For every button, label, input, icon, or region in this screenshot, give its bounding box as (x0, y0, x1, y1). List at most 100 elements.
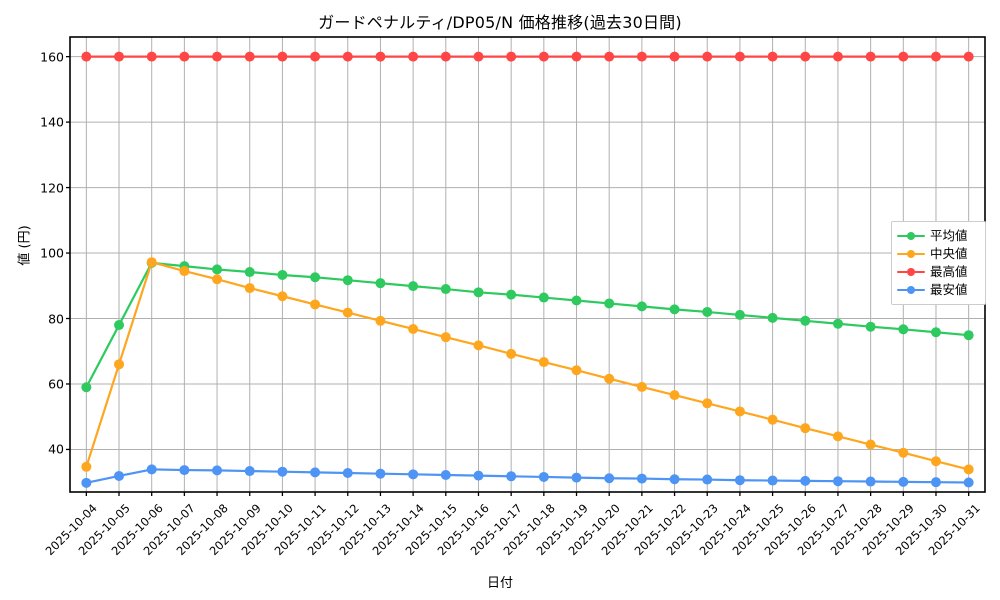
data-point (375, 468, 386, 479)
legend-swatch-icon (897, 247, 925, 261)
series-1 (81, 257, 974, 475)
data-point (244, 267, 255, 278)
x-axis-label: 日付 (486, 576, 513, 591)
legend-swatch-icon (897, 265, 925, 279)
data-point (636, 473, 647, 484)
legend-item-3[interactable]: 最安値 (897, 281, 979, 299)
y-tick-label: 80 (48, 311, 64, 326)
data-point (898, 447, 909, 458)
data-point (963, 330, 974, 341)
data-point (81, 51, 92, 62)
legend-swatch-icon (897, 229, 925, 243)
data-point (963, 464, 974, 475)
data-point (342, 468, 353, 479)
data-point (571, 472, 582, 483)
data-point (898, 476, 909, 487)
data-point (506, 348, 517, 359)
data-point (212, 465, 223, 476)
data-point (408, 323, 419, 334)
data-point (963, 477, 974, 488)
data-point (440, 332, 451, 343)
data-point (277, 51, 288, 62)
data-point (865, 51, 876, 62)
data-point (342, 51, 353, 62)
data-point (865, 439, 876, 450)
data-point (930, 327, 941, 338)
data-point (930, 477, 941, 488)
data-point (277, 291, 288, 302)
data-point (865, 476, 876, 487)
data-point (636, 301, 647, 312)
data-point (571, 51, 582, 62)
data-point (800, 423, 811, 434)
data-point (832, 51, 843, 62)
series-lines (81, 51, 974, 488)
legend-item-0[interactable]: 平均値 (897, 227, 979, 245)
data-point (440, 284, 451, 295)
data-point (81, 461, 92, 472)
legend-label: 最安値 (930, 282, 968, 297)
data-point (342, 307, 353, 318)
data-point (767, 414, 778, 425)
legend-label: 中央値 (930, 246, 968, 261)
data-point (81, 382, 92, 393)
data-point (898, 51, 909, 62)
y-tick-label: 40 (48, 441, 64, 457)
series-3 (81, 464, 974, 488)
y-tick-label: 120 (40, 180, 64, 196)
data-point (702, 306, 713, 317)
data-point (604, 298, 615, 309)
data-point (473, 51, 484, 62)
data-point (114, 51, 125, 62)
legend-item-2[interactable]: 最高値 (897, 263, 979, 281)
data-point (244, 283, 255, 294)
series-line (85, 261, 970, 471)
data-point (473, 340, 484, 351)
data-point (734, 406, 745, 417)
data-point (800, 315, 811, 326)
data-point (800, 51, 811, 62)
data-point (767, 475, 778, 486)
data-point (212, 274, 223, 285)
data-point (375, 278, 386, 289)
chart-legend: 平均値中央値最高値最安値 (891, 221, 986, 305)
data-point (506, 289, 517, 300)
data-point (114, 320, 125, 331)
data-point (506, 51, 517, 62)
data-point (832, 476, 843, 487)
data-point (375, 51, 386, 62)
legend-label: 平均値 (930, 228, 968, 243)
y-tick-label: 140 (40, 114, 64, 130)
y-axis-tick-labels: 40 60 80 100 120 140 160 (20, 0, 64, 600)
data-point (506, 471, 517, 482)
data-point (277, 466, 288, 477)
data-point (669, 304, 680, 315)
data-point (604, 51, 615, 62)
series-0 (81, 257, 974, 393)
data-point (146, 257, 157, 268)
data-point (146, 51, 157, 62)
data-point (179, 51, 190, 62)
y-tick-label: 60 (48, 376, 64, 392)
legend-label: 最高値 (930, 264, 968, 279)
series-2 (81, 51, 974, 62)
data-point (571, 295, 582, 306)
data-point (702, 474, 713, 485)
data-point (702, 51, 713, 62)
data-point (669, 390, 680, 401)
data-point (408, 51, 419, 62)
data-point (865, 321, 876, 332)
y-tick-label: 100 (40, 245, 64, 261)
data-point (963, 51, 974, 62)
data-point (538, 471, 549, 482)
data-point (604, 473, 615, 484)
legend-item-1[interactable]: 中央値 (897, 245, 979, 263)
data-point (800, 475, 811, 486)
data-point (636, 51, 647, 62)
data-point (146, 464, 157, 475)
data-point (832, 318, 843, 329)
series-line (85, 468, 970, 484)
axis-tick-marks (66, 55, 970, 496)
